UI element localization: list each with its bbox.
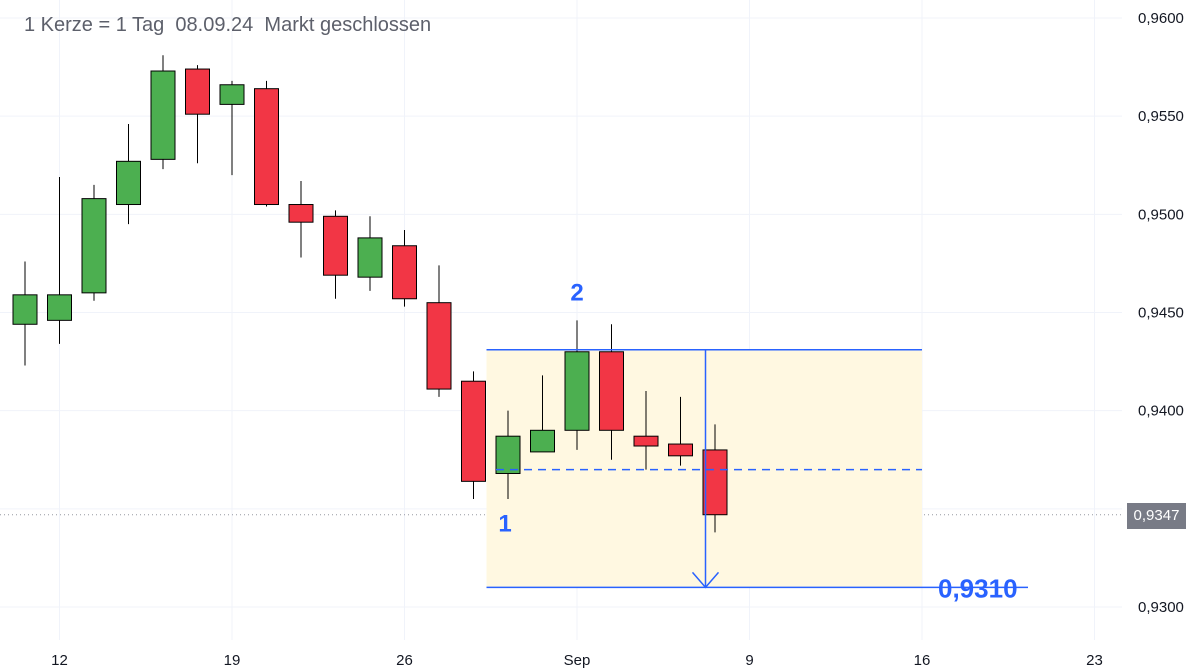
candle[interactable] <box>323 210 348 299</box>
chart-header: 1 Kerze = 1 Tag 08.09.24 Markt geschloss… <box>24 14 431 37</box>
chart-date: 08.09.24 <box>175 14 254 36</box>
annotation-layer: 0,9310 1 2 <box>486 280 1028 603</box>
current-price-tag: 0,9347 <box>1127 503 1186 529</box>
candle[interactable] <box>530 375 555 453</box>
x-tick-label: 12 <box>51 652 68 669</box>
candle[interactable] <box>702 424 728 533</box>
candle-body-up <box>116 160 141 206</box>
x-tick-label: 16 <box>914 652 931 669</box>
candle-body-down <box>599 351 624 431</box>
market-status: Markt geschlossen <box>264 14 432 36</box>
y-tick-label: 0,9450 <box>1138 305 1184 322</box>
candle-body-down <box>668 443 693 457</box>
target-label: 0,9310 <box>938 573 1018 603</box>
candle-body-up <box>564 351 590 431</box>
candle-body-up <box>495 435 521 474</box>
candle-body-up <box>357 237 383 278</box>
wave-point-label: 1 <box>498 511 511 538</box>
candle-body-up <box>12 294 38 325</box>
x-tick-label: 26 <box>396 652 413 669</box>
candle[interactable] <box>564 320 590 450</box>
candle-body-down <box>392 245 417 300</box>
candle[interactable] <box>461 371 486 500</box>
x-tick-label: Sep <box>564 652 591 669</box>
x-tick-label: 23 <box>1086 652 1103 669</box>
candle-body-up <box>150 70 176 160</box>
candle-layer[interactable] <box>12 55 728 533</box>
candle[interactable] <box>81 184 107 301</box>
candle-body-up <box>219 84 245 105</box>
candle[interactable] <box>150 55 176 170</box>
candle-body-down <box>323 215 348 276</box>
y-tick-label: 0,9300 <box>1138 599 1184 616</box>
candle-body-down <box>288 204 314 223</box>
candle-body-down <box>254 88 279 206</box>
y-tick-label: 0,9400 <box>1138 403 1184 420</box>
candle[interactable] <box>633 391 659 470</box>
candle-body-down <box>633 435 659 447</box>
candle[interactable] <box>116 124 141 225</box>
candle-body-up <box>47 294 72 321</box>
candle-interval-label: 1 Kerze = 1 Tag <box>24 14 165 36</box>
y-tick-label: 0,9500 <box>1138 206 1184 223</box>
candle-body-up <box>530 429 555 453</box>
candle[interactable] <box>254 80 279 207</box>
candle[interactable] <box>185 65 210 164</box>
candle[interactable] <box>426 265 452 397</box>
y-tick-label: 0,9600 <box>1138 10 1184 27</box>
wave-point-label: 2 <box>570 280 583 307</box>
candle[interactable] <box>357 216 383 291</box>
x-tick-label: 9 <box>745 652 753 669</box>
candle[interactable] <box>47 177 72 344</box>
candle[interactable] <box>495 410 521 500</box>
candle-body-down <box>702 449 728 516</box>
candle[interactable] <box>599 324 624 460</box>
candle[interactable] <box>668 396 693 466</box>
candle-body-down <box>461 380 486 482</box>
candle-body-down <box>185 68 210 115</box>
candle-body-up <box>81 198 107 294</box>
candle[interactable] <box>219 80 245 176</box>
x-tick-label: 19 <box>224 652 241 669</box>
candle[interactable] <box>288 180 314 258</box>
y-tick-label: 0,9550 <box>1138 108 1184 125</box>
projection-arrow-head <box>691 571 720 589</box>
candle[interactable] <box>12 261 38 366</box>
candle[interactable] <box>392 230 417 307</box>
candle-body-down <box>426 302 452 390</box>
